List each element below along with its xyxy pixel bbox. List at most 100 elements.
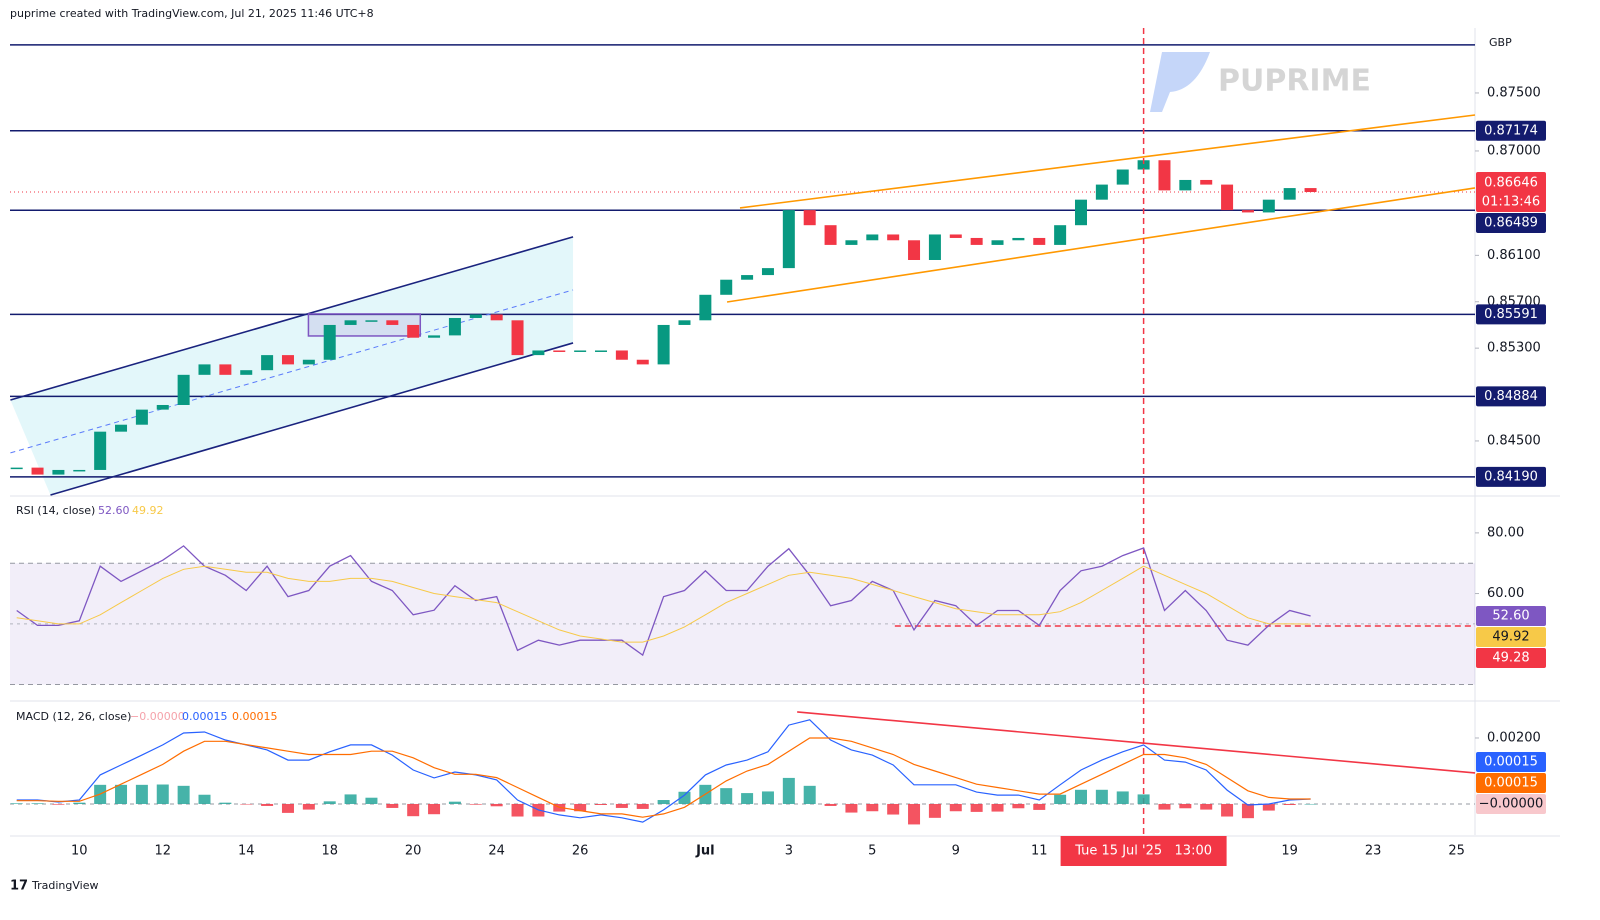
value-label: 0.00015 [1484,754,1538,769]
histogram-bar [908,803,921,825]
histogram-bar [636,803,649,809]
legend-value: 0.00015 [182,710,228,723]
value-label-bg [1476,626,1546,647]
indicator-line [16,737,1311,818]
trendline [797,711,1476,774]
header: puprime created with TradingView.com, Ju… [10,7,374,20]
value-label: 52.60 [1492,608,1529,623]
histogram-bar [949,803,962,812]
brand: PUPRIME [1218,64,1371,99]
value-label-bg [1476,751,1546,772]
legend-value: 0.00015 [232,710,278,723]
candle [1116,169,1129,185]
candle [949,234,962,238]
candle [1158,160,1171,191]
candle [1054,225,1067,245]
histogram-bar [761,791,774,804]
histogram-bar [428,803,441,815]
value-label-bg [1476,793,1546,814]
histogram-bar [386,803,399,808]
histogram-bar [344,794,357,804]
legend-value: −0.00000 [130,710,185,723]
histogram-bar [991,803,1004,812]
histogram-bar [1033,803,1046,810]
level-label: 49.28 [1492,650,1529,665]
x-tick-label: 9 [952,844,960,859]
candle [31,467,44,475]
histogram-bar [511,803,524,817]
histogram-bar [1200,803,1213,810]
y-tick-label: 0.00200 [1487,730,1541,745]
legend-value: 52.60 [98,504,130,517]
histogram-bar [928,803,941,818]
histogram-bar [198,794,211,804]
candle [887,234,900,241]
indicator-line [16,565,1311,643]
x-tick-label: 11 [1031,844,1048,859]
level-label-bg [1476,304,1546,325]
last-price-label: 0.86646 [1484,176,1538,191]
x-tick-label: 24 [488,844,505,859]
histogram-bar [365,797,378,804]
histogram-bar [845,803,858,813]
value-label-bg [1476,772,1546,793]
histogram-bar [741,793,754,804]
x-tick-label: 5 [868,844,876,859]
candle [344,320,357,325]
histogram-bar [803,785,816,804]
x-tick-label: Jul [695,844,715,859]
histogram-bar [73,802,86,804]
histogram-bar [261,803,274,806]
candle [177,374,190,405]
candle [281,355,294,365]
candle [803,210,816,226]
y-tick-label: 60.00 [1487,586,1524,601]
histogram-bar [1158,803,1171,810]
candle [323,324,336,360]
level-label: 0.87174 [1484,123,1538,138]
value-label: −0.00000 [1479,796,1544,811]
candle [1200,179,1213,185]
candle [636,359,649,365]
candle [1221,184,1234,211]
candle [386,320,399,325]
candle [1012,237,1025,241]
candle [532,350,545,356]
histogram-bar [240,803,253,805]
histogram-bar [490,803,503,807]
candle [553,350,566,352]
last-price-label-bg [1476,172,1546,213]
level-label-bg [1476,647,1546,668]
histogram-bar [323,801,336,804]
candle [741,275,754,280]
watermark: PUPRIME [1150,52,1371,112]
candle [407,324,420,338]
y-tick-label: 80.00 [1487,525,1524,540]
histogram-bar [1283,803,1296,805]
histogram-bar [52,803,65,805]
x-tick-label: 25 [1448,844,1465,859]
candle [1304,188,1317,193]
candle [156,404,169,410]
candle [595,350,608,352]
legend-value: 49.92 [132,504,164,517]
currency: GBP [1489,36,1512,49]
histogram-bar [31,803,44,804]
trendline [726,187,1476,303]
candle [1033,237,1046,245]
channel-fill [10,236,574,495]
level-label: 0.85591 [1484,307,1538,322]
histogram-bar [135,784,148,804]
candle [1137,160,1150,170]
brand-logo [1150,52,1210,112]
histogram-bar [970,803,983,812]
candle [94,431,107,470]
candle [1283,188,1296,200]
candle [115,424,128,432]
histogram-bar [219,802,232,804]
histogram-bar [595,803,608,805]
x-tick-label: 19 [1281,844,1298,859]
histogram-bar [10,803,23,804]
